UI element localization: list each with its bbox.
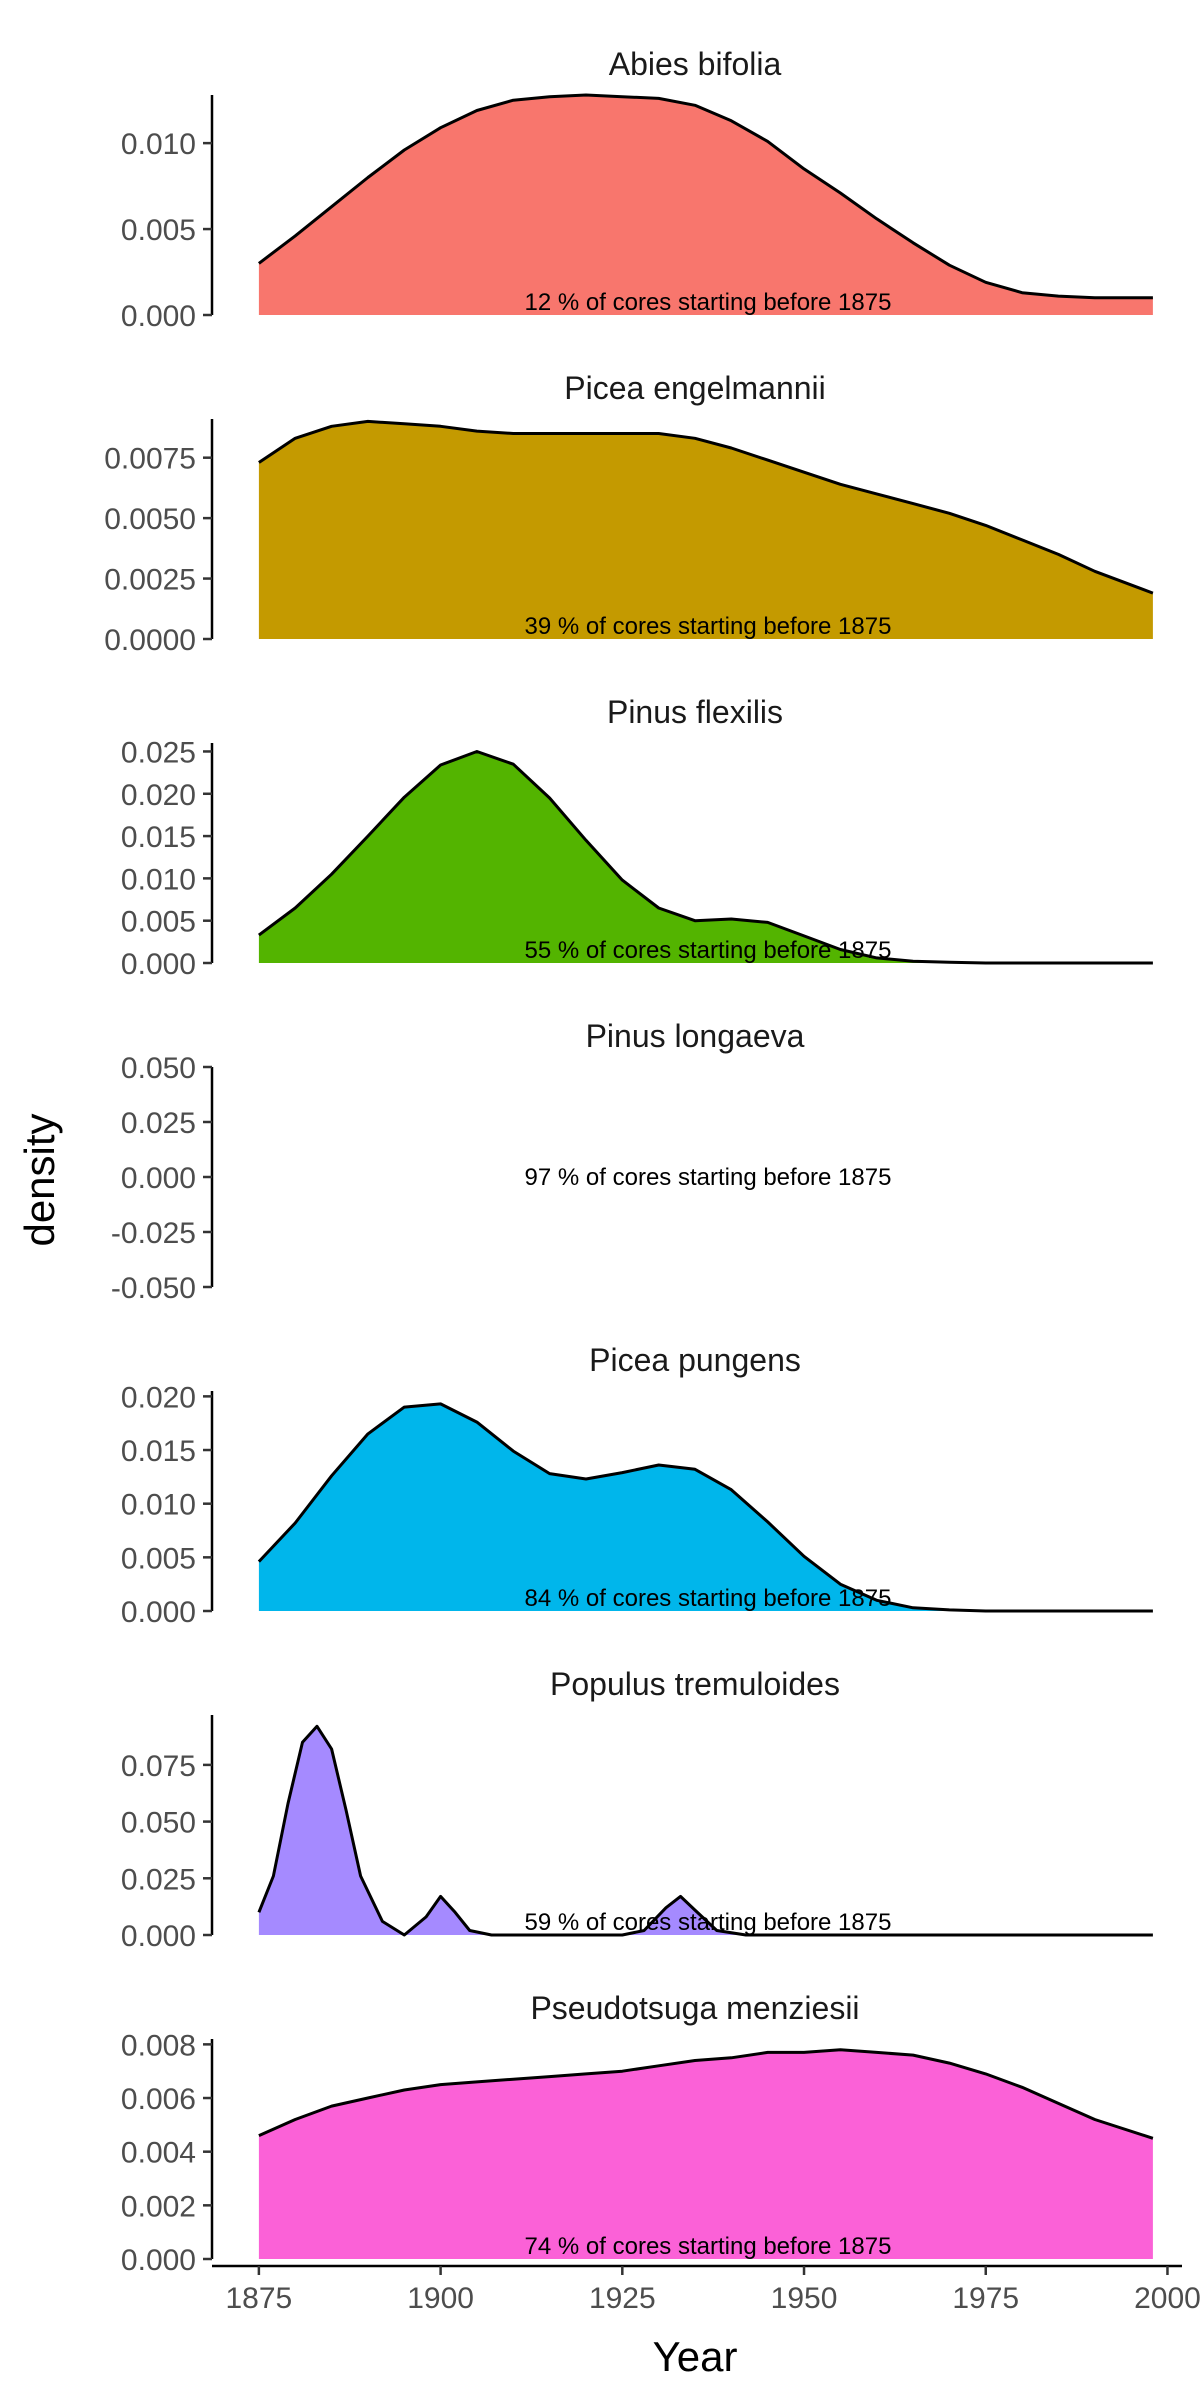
- density-area: [258, 421, 1153, 639]
- x-tick-label: 1925: [589, 2282, 656, 2315]
- y-tick-label: 0.025: [121, 736, 196, 769]
- x-tick-label: 1950: [771, 2282, 838, 2315]
- density-line: [257, 1402, 1153, 1613]
- facet-panel: Pinus longaeva -0.050 -0.025 0.000 0.025 0.05…: [111, 1018, 892, 1305]
- y-tick-label: 0.010: [121, 863, 196, 896]
- y-tick-label: 0.000: [121, 1162, 196, 1195]
- y-tick-label: 0.005: [121, 214, 196, 247]
- core-start-annotation: 59 % of cores starting before 1875: [525, 1909, 892, 1936]
- y-tick-label: 0.0025: [104, 564, 196, 597]
- y-tick-label: 0.025: [121, 1863, 196, 1896]
- y-tick-label: 0.000: [121, 300, 196, 333]
- y-tick-label: 0.025: [121, 1107, 196, 1140]
- density-line: [257, 93, 1153, 300]
- facet-title: Pinus flexilis: [607, 694, 783, 730]
- density-area: [258, 751, 1153, 963]
- core-start-annotation: 12 % of cores starting before 1875: [525, 289, 892, 316]
- y-tick-label: 0.050: [121, 1807, 196, 1840]
- density-line: [257, 1724, 1153, 1937]
- facet-title: Abies bifolia: [609, 46, 782, 82]
- y-tick-label: 0.015: [121, 821, 196, 854]
- facet-panel: Pinus flexilis 0.000 0.005 0.010 0.015 0.020 0…: [121, 694, 1153, 981]
- density-line: [258, 750, 1153, 965]
- y-tick-label: 0.015: [121, 1435, 196, 1468]
- facet-panel: Pseudotsuga menziesii 0.000 0.002 0.004 0.00…: [121, 1990, 1154, 2277]
- density-area: [258, 95, 1153, 315]
- y-tick-label: 0.005: [121, 906, 196, 939]
- y-tick-label: -0.050: [111, 1272, 196, 1305]
- facet-panel: Abies bifolia 0.000 0.005 0.010 12 % of core…: [121, 46, 1153, 333]
- y-tick-label: 0.000: [121, 1596, 196, 1629]
- facet-title: Pinus longaeva: [586, 1018, 805, 1054]
- x-axis: 1875 1900 1925 1950 1975 2000: [212, 2264, 1200, 2315]
- y-tick-label: 0.050: [121, 1052, 196, 1085]
- y-tick-label: 0.0000: [104, 624, 196, 657]
- y-tick-label: 0.000: [121, 948, 196, 981]
- facet-panels: Abies bifolia 0.000 0.005 0.010 12 % of core…: [104, 46, 1154, 2277]
- x-axis-title: Year: [653, 2333, 738, 2380]
- density-line: [258, 2048, 1154, 2140]
- x-tick-label: 1900: [407, 2282, 474, 2315]
- y-tick-label: -0.025: [111, 1217, 196, 1250]
- facet-title: Pseudotsuga menziesii: [530, 1990, 859, 2026]
- facet-title: Populus tremuloides: [550, 1666, 840, 1702]
- facet-panel: Picea pungens 0.000 0.005 0.010 0.015 0.020 84…: [121, 1342, 1153, 1629]
- core-start-annotation: 39 % of cores starting before 1875: [525, 613, 892, 640]
- facet-panel: Populus tremuloides 0.000 0.025 0.050 0.075 5…: [121, 1666, 1153, 1953]
- y-tick-label: 0.0050: [104, 503, 196, 536]
- y-tick-label: 0.0075: [104, 443, 196, 476]
- x-tick-label: 2000: [1134, 2282, 1200, 2315]
- facet-title: Picea engelmannii: [564, 370, 826, 406]
- facet-panel: Picea engelmannii 0.0000 0.0025 0.0050 0.007…: [104, 370, 1154, 657]
- core-start-annotation: 84 % of cores starting before 1875: [525, 1585, 892, 1612]
- x-tick-label: 1975: [952, 2282, 1019, 2315]
- y-tick-label: 0.000: [121, 1920, 196, 1953]
- y-tick-label: 0.004: [121, 2137, 196, 2170]
- y-tick-label: 0.006: [121, 2083, 196, 2116]
- density-area: [258, 1726, 1153, 1935]
- y-tick-label: 0.005: [121, 1542, 196, 1575]
- core-start-annotation: 97 % of cores starting before 1875: [525, 1164, 892, 1191]
- facet-title: Picea pungens: [589, 1342, 801, 1378]
- density-area: [258, 2049, 1153, 2259]
- y-tick-label: 0.010: [121, 128, 196, 161]
- density-area: [258, 1403, 1153, 1611]
- y-tick-label: 0.000: [121, 2244, 196, 2277]
- y-tick-label: 0.002: [121, 2190, 196, 2223]
- y-tick-label: 0.010: [121, 1489, 196, 1522]
- y-tick-label: 0.020: [121, 779, 196, 812]
- y-tick-label: 0.020: [121, 1381, 196, 1414]
- x-tick-label: 1875: [226, 2282, 293, 2315]
- core-start-annotation: 55 % of cores starting before 1875: [525, 937, 892, 964]
- y-axis-title: density: [16, 1113, 63, 1246]
- y-tick-label: 0.075: [121, 1750, 196, 1783]
- density-line: [258, 419, 1154, 595]
- y-tick-label: 0.008: [121, 2029, 196, 2062]
- core-start-annotation: 74 % of cores starting before 1875: [525, 2233, 892, 2260]
